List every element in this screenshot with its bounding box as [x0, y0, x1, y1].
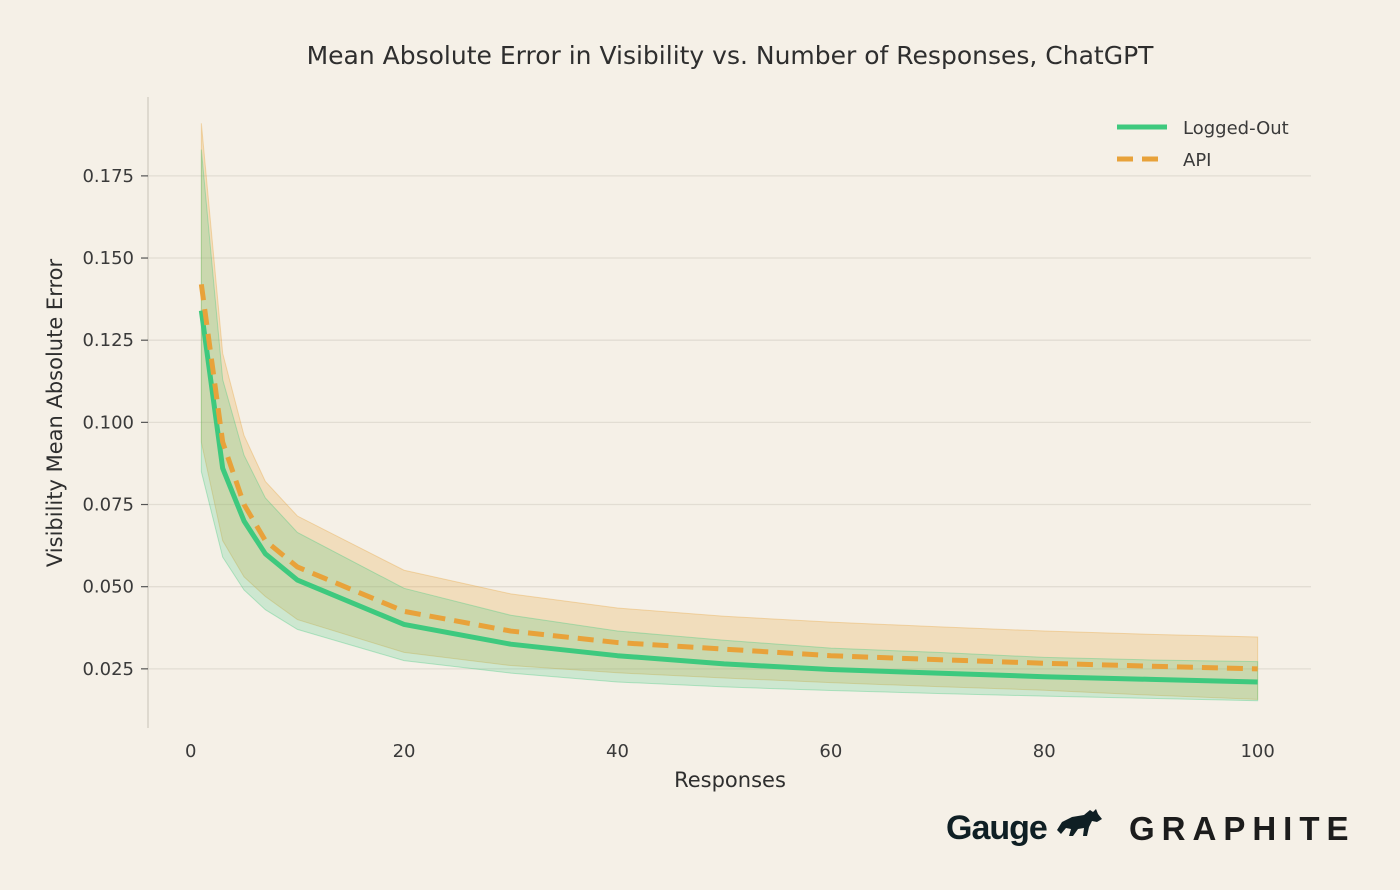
confidence-bands: [200, 123, 1259, 702]
y-tick-label: 0.025: [82, 659, 134, 680]
y-axis-label: Visibility Mean Absolute Error: [43, 259, 67, 568]
x-ticks: 0 20 40 60 80 100: [185, 741, 1275, 762]
y-tick-label: 0.100: [82, 412, 134, 433]
y-tick-label: 0.075: [82, 495, 134, 516]
gauge-logo-text: Gauge: [946, 809, 1047, 847]
legend-label-api: API: [1183, 150, 1211, 171]
x-tick-label: 0: [185, 741, 196, 762]
legend: Logged-Out API: [1117, 118, 1289, 171]
x-tick-label: 100: [1240, 741, 1274, 762]
y-ticks: 0.025 0.050 0.075 0.100 0.125 0.150 0.175: [82, 166, 148, 680]
x-tick-label: 20: [393, 741, 416, 762]
line-api: [198, 283, 1258, 672]
chart-title: Mean Absolute Error in Visibility vs. Nu…: [307, 41, 1155, 70]
x-axis-label: Responses: [674, 768, 786, 792]
band-logged-out: [200, 149, 1259, 702]
y-tick-label: 0.125: [82, 330, 134, 351]
y-tick-label: 0.150: [82, 248, 134, 269]
y-tick-label: 0.175: [82, 166, 134, 187]
x-tick-label: 40: [606, 741, 629, 762]
gauge-logo: Gauge: [946, 809, 1102, 847]
gauge-dog-icon: [1057, 809, 1102, 836]
y-tick-label: 0.050: [82, 577, 134, 598]
band-api: [200, 123, 1259, 700]
x-tick-label: 80: [1033, 741, 1056, 762]
series-lines: [198, 283, 1258, 685]
legend-label-logged-out: Logged-Out: [1183, 118, 1289, 139]
x-tick-label: 60: [819, 741, 842, 762]
graphite-logo: GRAPHITE: [1129, 810, 1356, 847]
line-logged-out: [198, 310, 1258, 685]
